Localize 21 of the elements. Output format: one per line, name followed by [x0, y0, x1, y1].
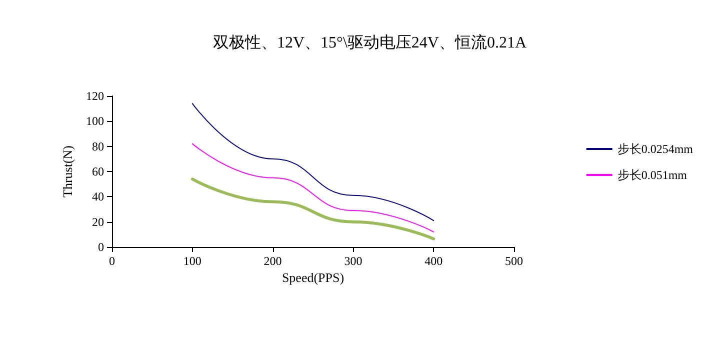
line-series — [190, 178, 436, 240]
line-series — [192, 103, 434, 222]
y-tick-label: 60 — [92, 164, 104, 178]
y-tick-label: 20 — [92, 214, 104, 229]
x-tick-label: 300 — [344, 254, 362, 268]
y-tick-label: 120 — [86, 89, 104, 103]
x-axis-title: Speed(PPS) — [282, 270, 344, 285]
y-tick-label: 40 — [92, 190, 104, 204]
x-tick-label: 500 — [505, 254, 523, 268]
y-axis-title: Thrust(N) — [60, 146, 75, 198]
x-tick-label: 0 — [109, 254, 115, 268]
chart-title: 双极性、12V、15°\驱动电压24V、恒流0.21A — [213, 34, 527, 52]
y-tick-label: 0 — [98, 240, 104, 254]
x-tick-label: 200 — [264, 254, 282, 268]
x-tick-label: 100 — [183, 254, 202, 268]
legend-label: 步长0.0254mm — [617, 142, 694, 156]
y-tick-label: 80 — [92, 139, 104, 154]
y-tick-label: 100 — [86, 114, 104, 128]
x-tick-label: 400 — [424, 254, 443, 268]
legend-label: 步长0.051mm — [617, 168, 688, 182]
line-series — [192, 143, 434, 232]
